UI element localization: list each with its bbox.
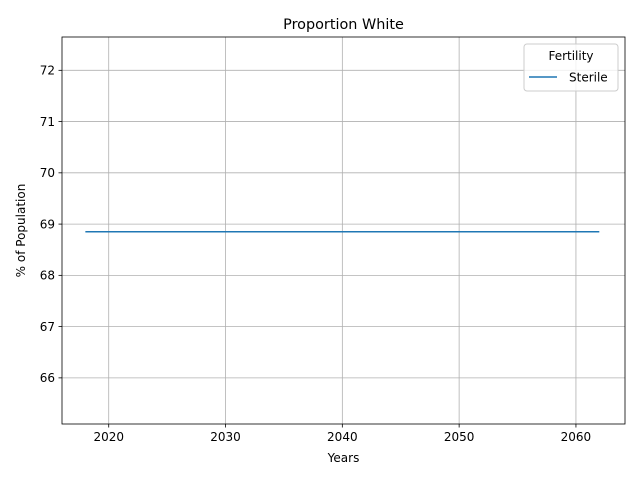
- y-tick-label: 71: [40, 115, 55, 129]
- legend-title: Fertility: [548, 49, 593, 63]
- y-tick-label: 69: [40, 217, 55, 231]
- y-tick-label: 67: [40, 320, 55, 334]
- y-axis-label: % of Population: [14, 184, 28, 278]
- plot-frame: [61, 36, 626, 425]
- y-tick-label: 72: [40, 64, 55, 78]
- legend-label: Sterile: [569, 70, 608, 84]
- x-tick-label: 2060: [561, 430, 592, 444]
- x-tick-label: 2050: [444, 430, 475, 444]
- grid: [62, 37, 625, 424]
- y-tick-label: 66: [40, 371, 55, 385]
- legend: Fertility Sterile: [523, 43, 619, 92]
- ticks: 2020 2030 2040 2050 2060 66 67 68 69 70 71 72: [40, 64, 591, 444]
- x-axis-label: Years: [327, 451, 360, 465]
- legend-entries: Sterile: [529, 70, 608, 84]
- x-tick-label: 2040: [327, 430, 358, 444]
- x-tick-label: 2030: [210, 430, 241, 444]
- y-tick-label: 70: [40, 166, 55, 180]
- x-tick-label: 2020: [93, 430, 124, 444]
- y-tick-label: 68: [40, 269, 55, 283]
- chart-title: Proportion White: [283, 17, 404, 33]
- legend-box: [523, 43, 619, 92]
